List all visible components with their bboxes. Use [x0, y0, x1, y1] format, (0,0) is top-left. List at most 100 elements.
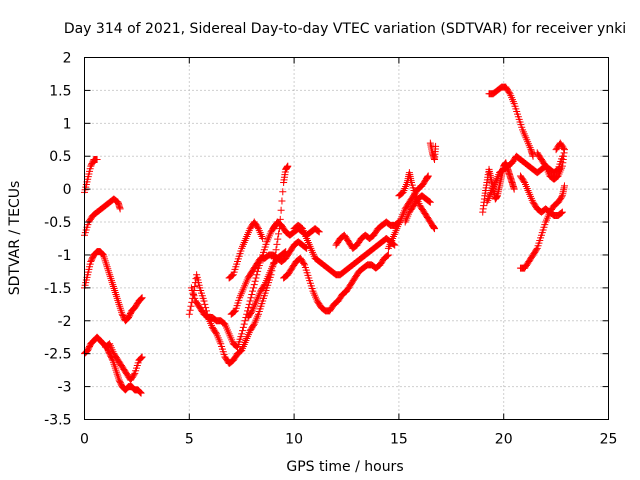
data-point — [252, 274, 260, 282]
y-tick-label: 1.5 — [49, 83, 71, 99]
y-tick-label: -2 — [58, 314, 72, 330]
data-point — [384, 252, 392, 260]
data-point — [228, 271, 236, 279]
data-point — [274, 235, 282, 243]
y-tick-label: -1.5 — [44, 281, 71, 297]
data-point — [425, 197, 433, 205]
data-series-5 — [101, 340, 146, 384]
data-point — [137, 354, 145, 362]
data-series-12 — [280, 251, 392, 315]
data-point — [529, 152, 537, 160]
data-point — [314, 227, 322, 235]
y-tick-label: -0.5 — [44, 215, 71, 231]
chart-title: Day 314 of 2021, Sidereal Day-to-day VTE… — [64, 21, 626, 37]
data-point — [532, 246, 540, 254]
y-tick-label: -3.5 — [44, 413, 71, 429]
data-point — [391, 241, 399, 249]
x-tick-label: 25 — [600, 432, 618, 448]
data-point — [273, 240, 281, 248]
y-axis-label: SDTVAR / TECUs — [7, 181, 23, 296]
data-point — [278, 197, 286, 205]
x-tick-label: 0 — [80, 432, 89, 448]
y-tick-label: 0.5 — [49, 149, 71, 165]
data-series-19 — [479, 159, 518, 216]
x-tick-label: 20 — [495, 432, 513, 448]
data-point — [383, 252, 391, 260]
data-point — [300, 260, 308, 268]
data-point — [130, 371, 138, 379]
data-series-20 — [483, 152, 566, 206]
data-series-18 — [426, 139, 440, 164]
x-tick-label: 15 — [390, 432, 408, 448]
data-point — [557, 209, 565, 217]
data-point — [201, 300, 209, 308]
y-tick-label: 2 — [63, 51, 72, 67]
data-point — [247, 294, 255, 302]
data-point — [138, 353, 146, 361]
data-series-1 — [81, 156, 101, 196]
data-point — [505, 88, 513, 96]
y-tick-label: 0 — [63, 182, 72, 198]
data-series-8 — [225, 218, 267, 282]
data-point — [432, 142, 440, 150]
data-point — [314, 227, 322, 235]
y-tick-label: -3 — [58, 380, 72, 396]
data-point — [248, 290, 256, 298]
data-point — [510, 185, 518, 193]
y-tick-label: 1 — [63, 116, 72, 132]
data-point — [520, 177, 528, 185]
data-point — [137, 389, 145, 397]
y-axis-tick-labels: -3.5 -3 -2.5 -2 -1.5 -1 -0.5 0 0.5 1 1.5 2 — [44, 51, 71, 429]
data-point — [281, 248, 289, 256]
data-point — [230, 308, 238, 316]
data-point — [279, 188, 287, 196]
data-series-16 — [395, 169, 439, 233]
axis-ticks — [84, 57, 609, 420]
data-series-6 — [185, 162, 292, 368]
data-series-2 — [81, 195, 124, 239]
data-point — [277, 206, 285, 214]
data-series-7 — [187, 221, 279, 351]
data-point — [560, 182, 568, 190]
data-series-10 — [244, 248, 290, 321]
data-point — [185, 310, 193, 318]
data-point — [426, 198, 434, 206]
data-point — [202, 304, 210, 312]
data-series-23 — [516, 172, 566, 219]
data-series-13 — [290, 221, 399, 279]
data-point — [558, 193, 566, 201]
data-point — [541, 161, 549, 169]
data-point — [250, 281, 258, 289]
data-point — [249, 284, 257, 292]
data-point — [212, 329, 220, 337]
data-point — [240, 320, 248, 328]
x-tick-label: 10 — [285, 432, 303, 448]
data-point — [246, 297, 254, 305]
data-point — [186, 306, 194, 314]
data-point — [431, 225, 439, 233]
data-point — [260, 282, 268, 290]
data-point — [259, 235, 267, 242]
data-point — [136, 389, 144, 397]
data-point — [239, 323, 247, 331]
data-point — [302, 244, 310, 252]
data-series-21 — [485, 83, 537, 160]
data-point — [426, 198, 434, 206]
data-point — [384, 251, 392, 259]
data-point — [282, 248, 290, 256]
data-series-15 — [384, 172, 432, 252]
y-tick-label: -1 — [58, 248, 72, 264]
data-point — [136, 388, 144, 396]
data-point — [241, 317, 249, 325]
data-point — [249, 321, 257, 329]
data-point — [138, 354, 146, 362]
data-point — [315, 228, 323, 236]
data-points — [81, 83, 568, 397]
data-point — [284, 162, 292, 170]
data-point — [558, 208, 566, 216]
data-point — [247, 308, 255, 316]
data-point — [200, 297, 208, 305]
data-point — [93, 156, 101, 164]
data-series-24 — [533, 139, 568, 183]
data-point — [239, 327, 247, 335]
